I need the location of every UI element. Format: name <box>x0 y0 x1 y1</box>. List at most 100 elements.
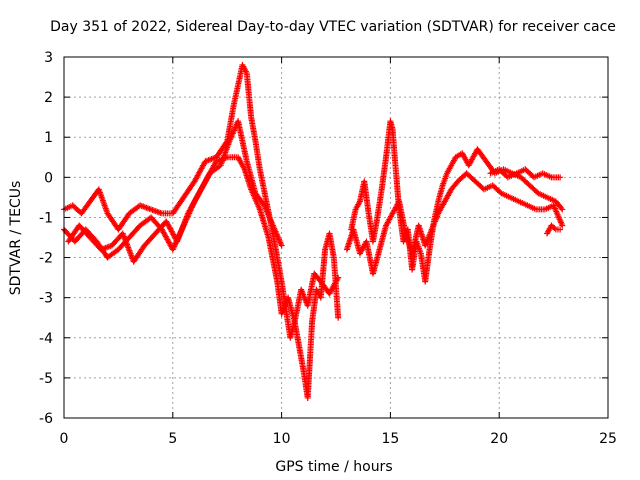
data-point <box>515 198 529 208</box>
y-tick-label: 3 <box>44 50 53 66</box>
data-point <box>369 248 383 277</box>
data-point <box>261 202 276 227</box>
data-point <box>559 222 566 229</box>
chart-title: Day 351 of 2022, Sidereal Day-to-day VTE… <box>50 19 616 35</box>
data-point <box>383 119 394 161</box>
data-point <box>243 70 254 119</box>
data-point <box>383 211 395 229</box>
data-point <box>524 202 538 212</box>
data-point <box>374 188 385 221</box>
data-point <box>252 138 263 171</box>
data-point <box>535 190 549 200</box>
data-point <box>539 170 553 180</box>
x-tick-label: 5 <box>168 431 177 447</box>
data-point <box>137 202 153 212</box>
y-tick-label: 1 <box>44 130 53 146</box>
series-track-f <box>487 166 564 181</box>
data-point <box>422 248 433 285</box>
series-track-g <box>544 222 564 237</box>
data-point <box>350 226 363 255</box>
data-point <box>376 224 389 253</box>
series-track-c <box>65 118 285 265</box>
data-point <box>191 159 208 185</box>
data-point <box>443 163 454 177</box>
data-point <box>202 154 218 165</box>
x-tick-label: 25 <box>599 431 617 447</box>
data-point <box>541 203 555 213</box>
series-track-e <box>343 170 566 277</box>
y-tick-label: -1 <box>39 210 53 226</box>
data-point <box>256 206 272 239</box>
data-point <box>235 154 247 171</box>
data-point <box>531 171 544 181</box>
data-point <box>180 179 197 201</box>
data-point <box>235 118 250 163</box>
data-point <box>174 211 191 245</box>
data-point <box>435 199 447 217</box>
data-point <box>130 243 147 265</box>
data-point <box>278 242 285 249</box>
grid <box>64 57 608 418</box>
x-tick-label: 10 <box>273 431 291 447</box>
data-point <box>487 167 501 177</box>
data-point <box>256 166 270 203</box>
plot-frame <box>63 56 609 419</box>
data-point <box>239 62 249 75</box>
data-point <box>326 276 341 297</box>
y-tick-label: 2 <box>44 90 53 106</box>
data-point <box>552 198 565 212</box>
data-point <box>243 158 259 195</box>
data-point <box>195 171 213 197</box>
data-point <box>252 190 267 208</box>
series-track-a <box>61 62 342 401</box>
data-point <box>61 203 74 213</box>
axis-ticks: 0 5 10 15 20 25 -6 -5 -4 -3 -2 -1 0 1 2 3 <box>39 50 617 447</box>
data-point <box>296 342 307 372</box>
data-point <box>559 206 566 213</box>
data-point <box>557 174 564 181</box>
data-point <box>115 211 132 233</box>
data-point <box>265 234 280 284</box>
data-point <box>335 274 342 281</box>
x-tick-label: 0 <box>60 431 69 447</box>
data-point <box>304 320 315 401</box>
data-point <box>235 63 246 89</box>
data-point <box>78 199 93 217</box>
data-point <box>304 272 317 309</box>
data-point <box>548 174 562 181</box>
data-point <box>465 147 480 169</box>
series-track-b <box>61 154 342 325</box>
data-point <box>550 202 565 227</box>
data-point <box>95 186 110 215</box>
x-tick-label: 15 <box>381 431 399 447</box>
y-tick-label: 0 <box>44 170 53 186</box>
data-point <box>248 114 259 143</box>
data-point <box>498 190 512 200</box>
y-tick-label: -6 <box>39 411 53 427</box>
data-point <box>335 314 342 321</box>
data-point <box>422 228 435 249</box>
y-tick-label: -4 <box>39 331 53 347</box>
data-point <box>137 215 153 229</box>
data-point <box>352 200 363 213</box>
data-point <box>365 210 376 243</box>
data-point <box>141 231 158 249</box>
data-point <box>378 155 389 193</box>
x-axis-label: GPS time / hours <box>275 459 392 475</box>
data-point <box>439 172 450 189</box>
data-point <box>361 178 372 215</box>
data-point <box>480 183 494 193</box>
y-axis-label: SDTVAR / TECUs <box>8 181 24 296</box>
data-point <box>396 198 409 235</box>
data-point <box>169 195 186 217</box>
series-track-d <box>348 118 566 285</box>
data-point <box>526 182 541 196</box>
data-point <box>87 234 103 252</box>
data-point <box>489 182 504 196</box>
x-tick-label: 20 <box>490 431 508 447</box>
data-points <box>61 62 566 401</box>
data-point <box>291 318 302 348</box>
data-point <box>474 146 489 163</box>
data-point <box>507 194 521 204</box>
